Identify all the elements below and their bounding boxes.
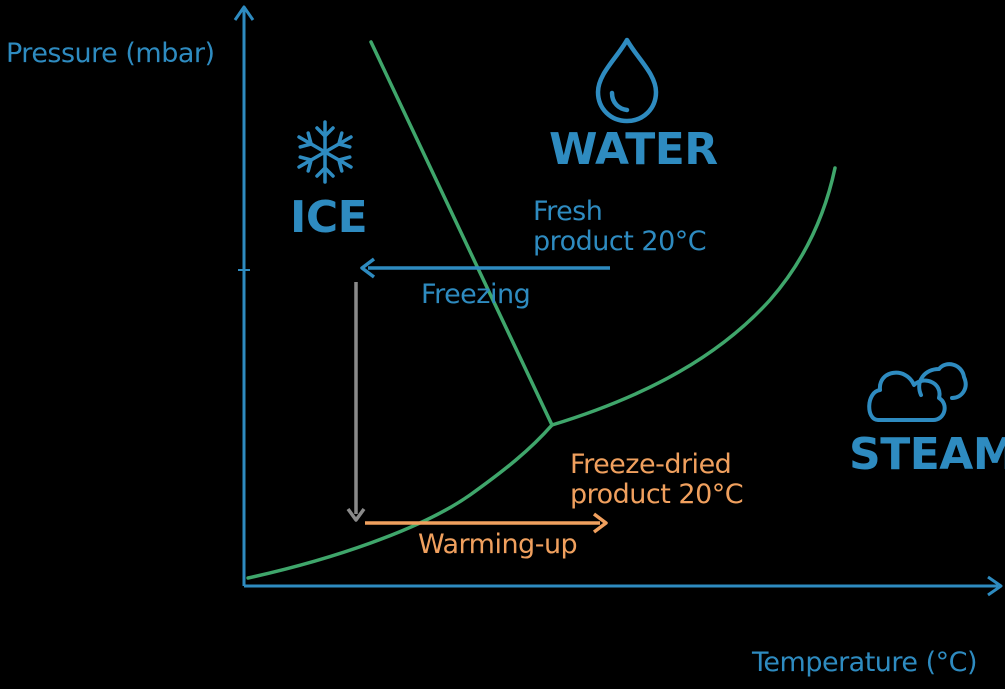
x-axis-label: Temperature (°C) — [752, 647, 978, 678]
y-axis-label: Pressure (mbar) — [6, 38, 215, 69]
water-region-label: WATER — [549, 124, 718, 175]
water-drop-icon — [595, 37, 659, 124]
pressure-drop-arrowhead — [346, 507, 366, 522]
melting-curve — [369, 40, 554, 427]
water-drop-highlight — [609, 90, 630, 113]
y-axis-arrowhead — [233, 5, 255, 21]
freeze-dried-product-label: Freeze-dried product 20°C — [570, 449, 744, 511]
ice-region-label: ICE — [290, 192, 368, 243]
cloud-icon — [867, 362, 968, 422]
sublimation-curve — [246, 423, 554, 580]
snowflake-icon — [297, 120, 353, 184]
steam-region-label: STEAM — [849, 429, 1005, 480]
warming-up-label: Warming-up — [418, 529, 578, 560]
freezing-arrowhead — [360, 257, 376, 279]
x-axis-arrowhead — [987, 575, 1003, 597]
vaporization-curve — [550, 166, 837, 427]
freeze-dried-line-1: Freeze-dried — [570, 449, 732, 480]
freeze-dried-line-2: product 20°C — [570, 479, 744, 511]
fresh-product-line-2: product 20°C — [533, 226, 707, 258]
fresh-product-line-1: Fresh — [533, 196, 603, 227]
warming-arrowhead — [592, 512, 608, 534]
fresh-product-label: Fresh product 20°C — [533, 196, 707, 258]
freezing-label: Freezing — [421, 279, 531, 310]
